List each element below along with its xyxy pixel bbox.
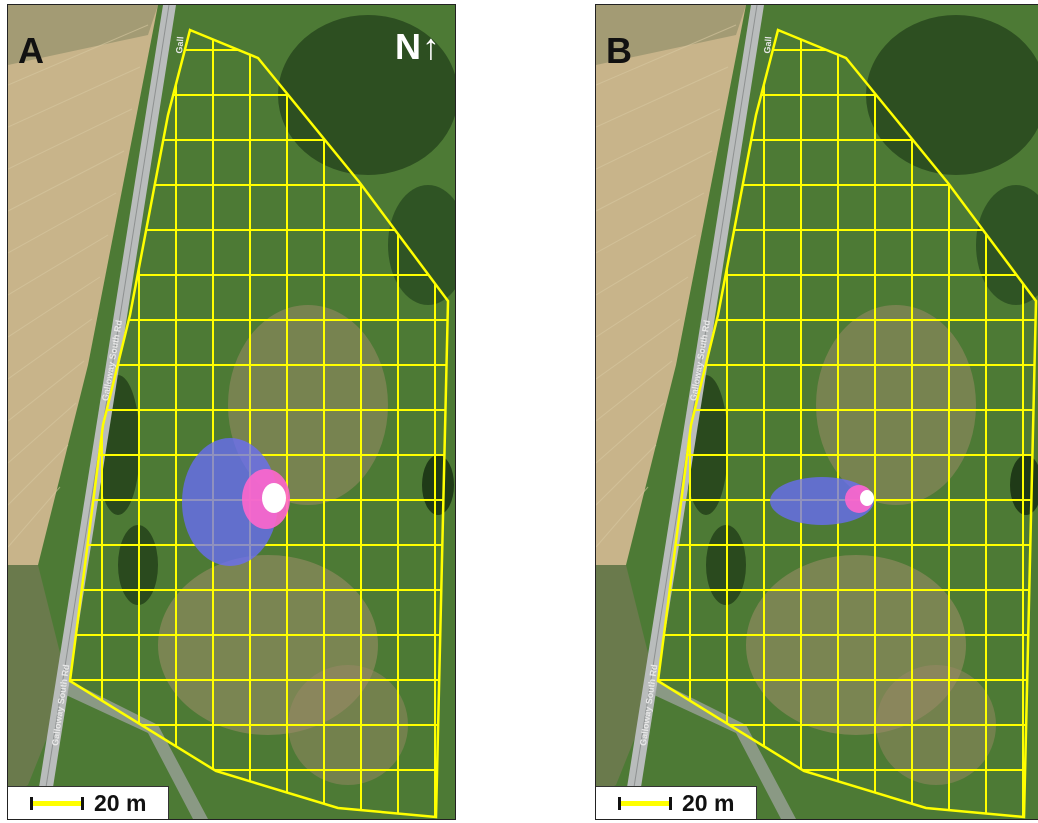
survey-grid bbox=[70, 39, 448, 817]
dry-brush-patch bbox=[816, 305, 976, 505]
map-a-svg bbox=[8, 5, 455, 819]
crop-row bbox=[596, 402, 665, 464]
tree-cluster bbox=[422, 455, 454, 515]
crop-row bbox=[8, 444, 69, 506]
crop-row bbox=[8, 486, 61, 548]
crop-row bbox=[8, 234, 109, 296]
survey-grid bbox=[658, 39, 1036, 817]
crop-row bbox=[8, 150, 125, 212]
probability-overlay bbox=[182, 438, 290, 566]
crop-row bbox=[596, 360, 673, 422]
crop-row bbox=[8, 318, 93, 380]
field-edge bbox=[8, 5, 158, 65]
probability-core bbox=[860, 490, 874, 506]
road-label: Gall bbox=[762, 36, 774, 54]
survey-area-outline bbox=[656, 28, 1038, 819]
tree-cluster bbox=[866, 15, 1038, 175]
crop-row bbox=[8, 24, 149, 86]
outer-probability-ellipse bbox=[182, 438, 278, 566]
map-b-svg bbox=[596, 5, 1038, 819]
crop-row bbox=[596, 486, 649, 548]
probability-core bbox=[262, 483, 286, 513]
field-corner bbox=[8, 565, 68, 795]
crop-row bbox=[596, 24, 737, 86]
crop-row bbox=[596, 192, 705, 254]
north-arrow-icon: N↑ bbox=[395, 26, 441, 67]
crop-row bbox=[596, 66, 729, 128]
crop-row bbox=[8, 108, 133, 170]
side-road bbox=[654, 681, 796, 819]
crop-row bbox=[8, 192, 117, 254]
scale-bar-icon bbox=[30, 797, 84, 810]
outer-probability-ellipse bbox=[770, 477, 874, 525]
map-panel-a: A N↑ Galloway South Rd Galloway South Rd… bbox=[7, 4, 456, 820]
field-edge bbox=[596, 5, 746, 65]
crop-row bbox=[8, 276, 101, 338]
panel-label-a: A bbox=[18, 30, 44, 71]
crop-row bbox=[8, 402, 77, 464]
crop-row bbox=[596, 234, 697, 296]
panel-label-b: B bbox=[606, 30, 632, 71]
scale-bar-icon bbox=[618, 797, 672, 810]
crop-row bbox=[596, 108, 721, 170]
crop-row bbox=[596, 444, 657, 506]
map-panel-b: B Galloway South Rd Galloway South Rd Ga… bbox=[595, 4, 1038, 820]
crop-row bbox=[8, 66, 141, 128]
road-label: Gall bbox=[174, 36, 186, 54]
crop-row bbox=[8, 360, 85, 422]
crop-row bbox=[596, 150, 713, 212]
field-corner bbox=[596, 565, 656, 795]
agricultural-field bbox=[596, 5, 746, 625]
scale-bar-box: 20 m bbox=[8, 786, 169, 819]
scale-label: 20 m bbox=[94, 790, 147, 816]
crop-row bbox=[596, 318, 681, 380]
side-road bbox=[66, 681, 208, 819]
crop-row bbox=[596, 276, 689, 338]
probability-overlay bbox=[770, 477, 874, 525]
scale-label: 20 m bbox=[682, 790, 735, 816]
survey-area-outline bbox=[68, 28, 450, 819]
scale-bar-box: 20 m bbox=[596, 786, 757, 819]
agricultural-field bbox=[8, 5, 158, 625]
